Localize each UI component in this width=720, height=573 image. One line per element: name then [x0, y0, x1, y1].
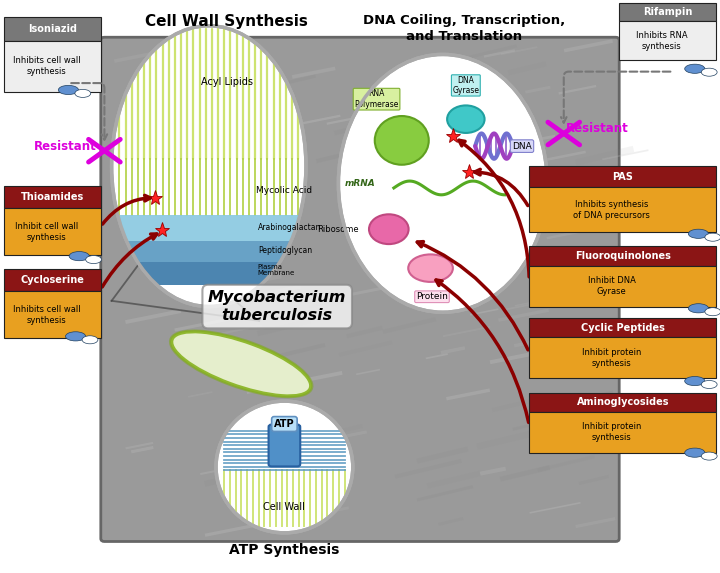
Text: Fluoroquinolones: Fluoroquinolones	[575, 251, 671, 261]
Text: Resistant: Resistant	[566, 123, 629, 135]
FancyBboxPatch shape	[529, 266, 716, 307]
Ellipse shape	[447, 105, 485, 133]
FancyBboxPatch shape	[619, 21, 716, 60]
FancyBboxPatch shape	[529, 337, 716, 378]
Text: Inhibit cell wall
synthesis: Inhibit cell wall synthesis	[14, 222, 78, 242]
Text: Plasma
Membrane: Plasma Membrane	[258, 264, 295, 276]
Ellipse shape	[375, 116, 429, 165]
Text: Mycolic Acid: Mycolic Acid	[256, 186, 312, 195]
Text: ATP: ATP	[274, 419, 294, 429]
Ellipse shape	[408, 254, 453, 282]
FancyBboxPatch shape	[529, 187, 716, 232]
Text: Cyclic Peptides: Cyclic Peptides	[581, 323, 665, 333]
Text: Arabinogalactan: Arabinogalactan	[258, 223, 321, 233]
Ellipse shape	[82, 336, 98, 344]
FancyBboxPatch shape	[4, 269, 101, 291]
Text: Inhibits cell wall
synthesis: Inhibits cell wall synthesis	[12, 305, 80, 325]
FancyBboxPatch shape	[529, 246, 716, 266]
Text: PAS: PAS	[613, 172, 633, 182]
Ellipse shape	[58, 85, 78, 95]
Text: mRNA: mRNA	[345, 179, 376, 188]
Text: DNA
Gyrase: DNA Gyrase	[452, 76, 480, 95]
Text: Isoniazid: Isoniazid	[27, 24, 77, 34]
Ellipse shape	[172, 332, 310, 396]
Ellipse shape	[69, 252, 89, 261]
FancyBboxPatch shape	[269, 425, 300, 466]
Text: Inhibits RNA
synthesis: Inhibits RNA synthesis	[636, 30, 688, 51]
FancyBboxPatch shape	[529, 318, 716, 337]
Ellipse shape	[685, 64, 705, 73]
Ellipse shape	[705, 308, 720, 316]
Text: Resistant: Resistant	[33, 140, 96, 152]
Text: Peptidoglycan: Peptidoglycan	[258, 246, 312, 255]
Ellipse shape	[369, 214, 409, 244]
Text: Rifampin: Rifampin	[643, 7, 693, 17]
Text: RNA
Polymerase: RNA Polymerase	[354, 89, 399, 109]
Text: Inhibit protein
synthesis: Inhibit protein synthesis	[582, 422, 642, 442]
Ellipse shape	[86, 256, 102, 264]
FancyBboxPatch shape	[4, 208, 101, 255]
Text: Inhibits synthesis
of DNA precursors: Inhibits synthesis of DNA precursors	[573, 199, 650, 219]
Ellipse shape	[75, 89, 91, 97]
Ellipse shape	[66, 332, 86, 341]
FancyBboxPatch shape	[4, 186, 101, 208]
Ellipse shape	[688, 229, 708, 238]
Ellipse shape	[685, 448, 705, 457]
Bar	[112, 215, 306, 241]
Text: Protein: Protein	[416, 292, 448, 301]
Text: Aminoglycosides: Aminoglycosides	[577, 397, 669, 407]
FancyBboxPatch shape	[4, 41, 101, 92]
Ellipse shape	[701, 452, 717, 460]
FancyBboxPatch shape	[529, 412, 716, 453]
Text: ATP Synthesis: ATP Synthesis	[229, 543, 340, 557]
Text: Acyl Lipids: Acyl Lipids	[201, 77, 253, 87]
Ellipse shape	[701, 380, 717, 388]
Ellipse shape	[216, 401, 353, 533]
FancyBboxPatch shape	[4, 291, 101, 338]
Ellipse shape	[112, 26, 306, 307]
Text: Inhibit protein
synthesis: Inhibit protein synthesis	[582, 348, 642, 368]
Text: Inhibits cell wall
synthesis: Inhibits cell wall synthesis	[12, 56, 80, 76]
Ellipse shape	[705, 233, 720, 241]
Text: Thioamides: Thioamides	[21, 192, 84, 202]
Text: Cycloserine: Cycloserine	[20, 275, 84, 285]
Ellipse shape	[338, 54, 547, 312]
Text: Ribosome: Ribosome	[317, 225, 359, 234]
FancyBboxPatch shape	[529, 166, 716, 187]
Bar	[112, 262, 306, 285]
Ellipse shape	[685, 376, 705, 386]
Text: Mycobacterium
tuberculosis: Mycobacterium tuberculosis	[208, 291, 346, 323]
FancyBboxPatch shape	[101, 37, 619, 541]
Text: Cell Wall Synthesis: Cell Wall Synthesis	[145, 14, 308, 29]
Ellipse shape	[688, 304, 708, 313]
FancyBboxPatch shape	[529, 393, 716, 412]
Ellipse shape	[701, 68, 717, 76]
Text: DNA Coiling, Transcription,
and Translation: DNA Coiling, Transcription, and Translat…	[364, 14, 565, 44]
Text: Inhibit DNA
Gyrase: Inhibit DNA Gyrase	[588, 276, 636, 296]
Text: Cell Wall: Cell Wall	[264, 501, 305, 512]
Bar	[112, 241, 306, 262]
Text: DNA: DNA	[512, 142, 532, 151]
FancyBboxPatch shape	[4, 17, 101, 41]
FancyBboxPatch shape	[619, 3, 716, 21]
